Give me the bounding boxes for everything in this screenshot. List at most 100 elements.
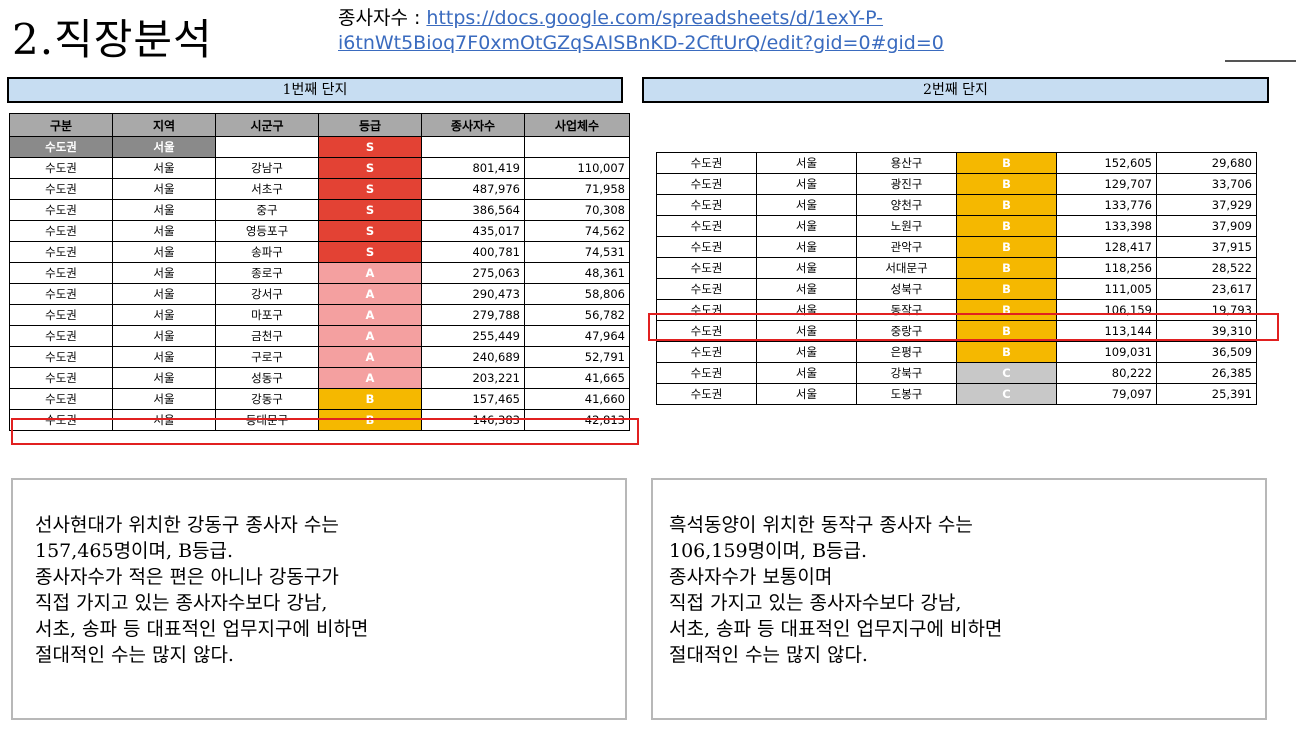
- workers-cell: 801,419: [421, 157, 525, 179]
- table-row: 수도권 서울 성동구 A 203,221 41,665: [9, 367, 630, 389]
- segment-cell: 수도권: [656, 320, 757, 342]
- region-cell: 서울: [112, 367, 216, 389]
- district-cell: 양천구: [856, 194, 957, 216]
- segment-cell: 수도권: [656, 278, 757, 300]
- businesses-cell: 41,665: [524, 367, 630, 389]
- grade-badge: B: [956, 320, 1057, 342]
- table-row: 수도권 서울 중랑구 B 113,144 39,310: [656, 320, 1257, 342]
- region-cell: 서울: [756, 236, 857, 258]
- businesses-cell: 28,522: [1156, 257, 1257, 279]
- workers-cell: 118,256: [1056, 257, 1157, 279]
- workers-cell: 157,465: [421, 388, 525, 410]
- segment-cell: 수도권: [9, 262, 113, 284]
- note-line: 선사현대가 위치한 강동구 종사자 수는: [35, 514, 339, 536]
- note-line: 직접 가지고 있는 종사자수보다 강남,: [669, 592, 962, 614]
- note-line: 종사자수가 보통이며: [669, 566, 833, 588]
- district-cell: 강남구: [215, 157, 319, 179]
- table-row: 수도권 서울 종로구 A 275,063 48,361: [9, 262, 630, 284]
- workers-cell: 487,976: [421, 178, 525, 200]
- segment-cell: 수도권: [9, 220, 113, 242]
- workers-cell: 240,689: [421, 346, 525, 368]
- district-cell: 마포구: [215, 304, 319, 326]
- businesses-cell: 110,007: [524, 157, 630, 179]
- region-cell: 서울: [112, 241, 216, 263]
- workers-cell: 152,605: [1056, 152, 1157, 174]
- note-line: 절대적인 수는 많지 않다.: [35, 644, 234, 666]
- workers-cell: 109,031: [1056, 341, 1157, 363]
- region-cell: 서울: [112, 346, 216, 368]
- region-cell: 서울: [112, 157, 216, 179]
- workers-cell: 279,788: [421, 304, 525, 326]
- region-cell: 서울: [112, 325, 216, 347]
- grade-badge: S: [318, 220, 422, 242]
- workers-cell: 80,222: [1056, 362, 1157, 384]
- complex2-note: 흑석동양이 위치한 동작구 종사자 수는 106,159명이며, B등급. 종사자수…: [651, 478, 1267, 720]
- table-row: 수도권 서울 양천구 B 133,776 37,929: [656, 194, 1257, 216]
- table-row: 수도권 서울 서초구 S 487,976 71,958: [9, 178, 630, 200]
- grade-badge: B: [956, 257, 1057, 279]
- businesses-cell: 58,806: [524, 283, 630, 305]
- businesses-cell: 26,385: [1156, 362, 1257, 384]
- district-cell: [215, 136, 319, 158]
- table-row: 수도권 서울 강남구 S 801,419 110,007: [9, 157, 630, 179]
- workers-cell: 255,449: [421, 325, 525, 347]
- table-row: 수도권 서울 성북구 B 111,005 23,617: [656, 278, 1257, 300]
- district-cell: 종로구: [215, 262, 319, 284]
- note-line: 종사자수가 적은 편은 아니나 강동구가: [35, 566, 339, 588]
- grade-badge: S: [318, 136, 422, 158]
- workers-cell: 400,781: [421, 241, 525, 263]
- source-link[interactable]: https://docs.google.com/spreadsheets/d/1…: [426, 7, 884, 29]
- businesses-cell: 37,915: [1156, 236, 1257, 258]
- segment-cell: 수도권: [9, 283, 113, 305]
- note-line: 157,465명이며, B등급.: [35, 540, 234, 562]
- column-header: 지역: [112, 113, 216, 137]
- workers-cell: 133,776: [1056, 194, 1157, 216]
- businesses-cell: 36,509: [1156, 341, 1257, 363]
- segment-cell: 수도권: [9, 346, 113, 368]
- district-cell: 동대문구: [215, 409, 319, 431]
- workers-cell: 275,063: [421, 262, 525, 284]
- segment-cell: 수도권: [656, 152, 757, 174]
- businesses-cell: 29,680: [1156, 152, 1257, 174]
- region-cell: 서울: [112, 304, 216, 326]
- district-cell: 도봉구: [856, 383, 957, 405]
- segment-cell: 수도권: [9, 367, 113, 389]
- district-cell: 강동구: [215, 388, 319, 410]
- grade-badge: B: [318, 409, 422, 431]
- grade-badge: S: [318, 157, 422, 179]
- region-cell: 서울: [756, 173, 857, 195]
- table-row: 수도권 서울 영등포구 S 435,017 74,562: [9, 220, 630, 242]
- complex1-table: 구분 지역 시군구 등급 종사자수 사업체수 수도권 서울 S 수도권 서울 강남구 S 801,419…: [9, 113, 630, 431]
- grade-badge: A: [318, 304, 422, 326]
- grade-badge: A: [318, 367, 422, 389]
- businesses-cell: 33,706: [1156, 173, 1257, 195]
- district-cell: 중구: [215, 199, 319, 221]
- district-cell: 노원구: [856, 215, 957, 237]
- district-cell: 용산구: [856, 152, 957, 174]
- businesses-cell: 71,958: [524, 178, 630, 200]
- workers-cell: 79,097: [1056, 383, 1157, 405]
- segment-cell: 수도권: [9, 409, 113, 431]
- district-cell: 동작구: [856, 299, 957, 321]
- region-cell: 서울: [756, 257, 857, 279]
- grade-badge: B: [956, 215, 1057, 237]
- segment-cell: 수도권: [9, 136, 113, 158]
- region-cell: 서울: [112, 220, 216, 242]
- region-cell: 서울: [756, 383, 857, 405]
- table-header-row: 구분 지역 시군구 등급 종사자수 사업체수: [9, 113, 630, 137]
- segment-cell: 수도권: [9, 325, 113, 347]
- note-line: 절대적인 수는 많지 않다.: [669, 644, 868, 666]
- businesses-cell: 48,361: [524, 262, 630, 284]
- grade-badge: C: [956, 383, 1057, 405]
- district-cell: 성동구: [215, 367, 319, 389]
- grade-badge: B: [956, 341, 1057, 363]
- table-row: 수도권 서울 강서구 A 290,473 58,806: [9, 283, 630, 305]
- workers-cell: 203,221: [421, 367, 525, 389]
- table-row: 수도권 서울 관악구 B 128,417 37,915: [656, 236, 1257, 258]
- region-cell: 서울: [756, 215, 857, 237]
- source-link-cont[interactable]: i6tnWt5Bioq7F0xmOtGZqSAISBnKD-2CftUrQ/ed…: [338, 32, 944, 54]
- complex1-header: 1번째 단지: [7, 77, 623, 103]
- district-cell: 금천구: [215, 325, 319, 347]
- grade-badge: A: [318, 346, 422, 368]
- businesses-cell: 56,782: [524, 304, 630, 326]
